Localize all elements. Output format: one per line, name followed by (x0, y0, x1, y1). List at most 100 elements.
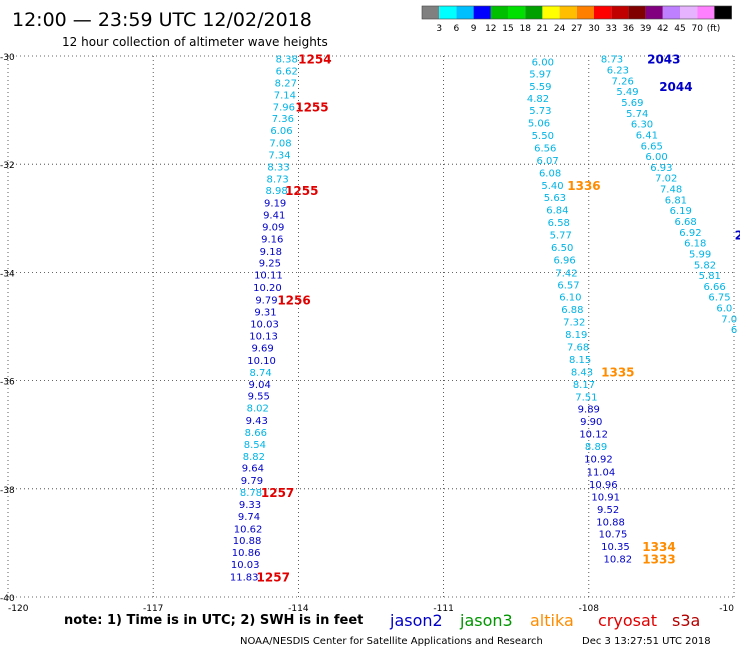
colorbar-swatch (680, 6, 698, 19)
wave-height-value: 10.62 (234, 524, 263, 535)
colorbar-legend: 3 6 9 12 15 18 21 24 27 30 33 36 39 42 45 70 (ft) (421, 5, 732, 34)
lat-lon-grid (7, 55, 735, 598)
colorbar-label: 27 (571, 24, 582, 34)
colorbar-swatch (439, 6, 457, 19)
wave-height-value: 5.49 (616, 87, 638, 98)
track-jason2: 8.386.628.277.147.967.366.06 7.087.348.33… (230, 53, 332, 585)
wave-height-value: 10.92 (584, 455, 613, 466)
wave-height-value: 6.19 (670, 206, 692, 217)
colorbar-swatch (662, 6, 680, 19)
track-jason3: 8.736.237.265.495.695.746.306.416.656.00… (601, 53, 740, 336)
wave-height-value: 6.62 (276, 67, 298, 78)
wave-height-value: 7.48 (660, 185, 682, 196)
time-label: 2043 (647, 53, 680, 67)
wave-height-value: 7.96 (273, 102, 295, 113)
wave-height-value: 10.10 (247, 356, 276, 367)
wave-height-value: 8.54 (244, 440, 266, 451)
wave-height-value: 10.88 (596, 517, 625, 528)
wave-height-value: 9.74 (238, 512, 260, 523)
wave-height-value: 5.81 (699, 271, 721, 282)
wave-height-value: 8.73 (266, 174, 288, 185)
wave-height-value: 5.74 (626, 109, 648, 120)
wave-height-value: 5.69 (621, 98, 643, 109)
wave-height-value: 9.90 (580, 417, 602, 428)
wave-height-value: 5.63 (544, 193, 566, 204)
wave-height-value: 10.12 (579, 430, 608, 441)
time-label: 2044 (659, 80, 692, 94)
wave-height-value: 8.02 (247, 404, 269, 415)
wave-height-value: 7.26 (612, 76, 634, 87)
wave-height-value: 8.73 (601, 55, 623, 66)
wave-height-value: 6.08 (539, 168, 561, 179)
legend-jason3: jason3 (459, 611, 513, 630)
wave-height-value: 5.82 (694, 260, 716, 271)
wave-height-value: 8.89 (585, 442, 607, 453)
wave-height-value: 6.84 (546, 206, 568, 217)
footer-note: note: 1) Time is in UTC; 2) SWH is in fe… (64, 613, 363, 628)
wave-height-value: 6.41 (636, 130, 658, 141)
colorbar-unit: (ft) (707, 24, 721, 34)
footer-credit: NOAA/NESDIS Center for Satellite Applica… (240, 636, 543, 647)
track-altika: 6.005.975.594.825.735.065.506.566.076.08… (527, 57, 676, 566)
wave-height-value: 6.07 (537, 156, 559, 167)
wave-height-value: 6.50 (551, 243, 573, 254)
time-label: 1255 (295, 100, 328, 114)
wave-height-value: 8.33 (267, 162, 289, 173)
colorbar-swatch (645, 6, 663, 19)
wave-height-value: 9.09 (262, 222, 284, 233)
colorbar-label: 70 (691, 24, 703, 34)
wave-height-value: 9.55 (248, 392, 270, 403)
lat-tick-label: -34 (0, 269, 15, 279)
time-label: 1334 (642, 540, 675, 554)
colorbar-swatch (559, 6, 577, 19)
colorbar-label: 21 (537, 24, 548, 34)
time-label: 1254 (298, 53, 331, 67)
wave-height-value: 8.98 (265, 186, 287, 197)
time-label: 1335 (601, 365, 634, 379)
wave-height-value: 6.57 (557, 280, 579, 291)
lon-tick-label: -10 (719, 604, 734, 614)
colorbar-label: 24 (554, 24, 566, 34)
colorbar-swatch (422, 6, 440, 19)
colorbar-label: 33 (605, 24, 616, 34)
colorbar-swatch (473, 6, 491, 19)
wave-height-value: 5.99 (689, 249, 711, 260)
wave-height-value: 6.18 (684, 239, 706, 250)
lat-tick-label: -40 (0, 594, 15, 604)
time-label: 1333 (642, 553, 675, 567)
wave-height-value: 8.74 (250, 368, 272, 379)
colorbar-label: 42 (657, 24, 668, 34)
wave-height-value: 10.20 (253, 283, 282, 294)
time-label: 1256 (277, 293, 310, 307)
lat-tick-label: -36 (0, 378, 15, 388)
colorbar-frame (421, 5, 732, 20)
wave-height-value: 10.13 (249, 332, 278, 343)
wave-height-value: 9.52 (597, 505, 619, 516)
wave-height-value: 9.31 (254, 307, 276, 318)
wave-height-value: 10.75 (599, 530, 628, 541)
wave-height-value: 4.82 (527, 94, 549, 105)
colorbar-swatch (576, 6, 594, 19)
wave-height-value: 10.88 (233, 536, 262, 547)
lat-tick-label: -32 (0, 161, 15, 171)
wave-height-value: 6.65 (641, 141, 663, 152)
wave-height-value: 6.66 (704, 282, 726, 293)
wave-height-value: 9.79 (255, 295, 277, 306)
wave-height-value: 6.56 (534, 143, 556, 154)
lon-tick-label: -111 (433, 604, 453, 614)
colorbar-label: 12 (485, 24, 496, 34)
wave-height-value: 6.23 (607, 66, 629, 77)
wave-height-value: 7.02 (655, 174, 677, 185)
wave-height-value: 6.00 (645, 152, 667, 163)
wave-height-value: 9.69 (251, 344, 273, 355)
wave-height-value: 6.10 (559, 293, 581, 304)
wave-height-value: 10.82 (604, 555, 633, 566)
wave-height-value: 9.89 (578, 405, 600, 416)
wave-height-value: 6 (731, 325, 737, 336)
colorbar-swatch (525, 6, 543, 19)
time-label: 1336 (567, 179, 600, 193)
wave-height-value: 7.08 (269, 139, 291, 150)
satellite-legend: jason2 jason3 altika cryosat s3a (389, 611, 700, 630)
wave-height-value: 10.86 (232, 548, 261, 559)
